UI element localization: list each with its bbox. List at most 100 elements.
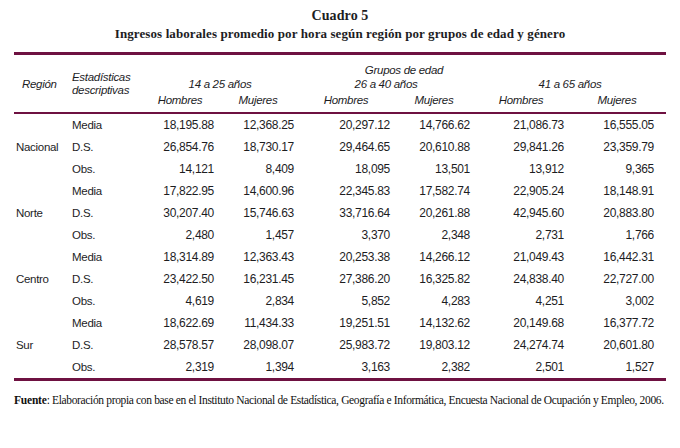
table-cell: 2,480 <box>142 224 218 246</box>
table-cell: 1,766 <box>568 224 666 246</box>
table-cell: 20,253.38 <box>298 246 394 268</box>
table-cell: 13,501 <box>394 158 474 180</box>
table-cell: 20,601.80 <box>568 334 666 356</box>
table-cell: 17,822.95 <box>142 180 218 202</box>
table-row: Sur Media 18,622.69 11,434.33 19,251.51 … <box>14 312 666 334</box>
stat-label: Obs. <box>70 224 142 246</box>
table-row: Centro Media 18,314.89 12,363.43 20,253.… <box>14 246 666 268</box>
table-cell: 14,766.62 <box>394 113 474 136</box>
table-cell: 19,803.12 <box>394 334 474 356</box>
table-header: Región Estadísticas descriptivas Grupos … <box>14 54 666 114</box>
table-row: D.S. 28,578.57 28,098.07 25,983.72 19,80… <box>14 334 666 356</box>
column-header-men-41-65: Hombres <box>474 91 568 113</box>
table-cell: 23,359.79 <box>568 136 666 158</box>
table-cell: 3,370 <box>298 224 394 246</box>
column-header-age-26-40: 26 a 40 años <box>298 77 474 91</box>
table-cell: 18,314.89 <box>142 246 218 268</box>
table-cell: 16,231.45 <box>218 268 298 290</box>
table-cell: 3,002 <box>568 290 666 312</box>
table-cell: 14,121 <box>142 158 218 180</box>
table-cell: 1,394 <box>218 356 298 380</box>
stat-label: D.S. <box>70 334 142 356</box>
table-row: D.S. 30,207.40 15,746.63 33,716.64 20,26… <box>14 202 666 224</box>
table-cell: 24,838.40 <box>474 268 568 290</box>
table-cell: 5,852 <box>298 290 394 312</box>
table-cell: 2,834 <box>218 290 298 312</box>
column-header-region: Región <box>14 54 70 114</box>
table-cell: 28,578.57 <box>142 334 218 356</box>
table-cell: 19,251.51 <box>298 312 394 334</box>
table-cell: 23,422.50 <box>142 268 218 290</box>
table-cell: 2,348 <box>394 224 474 246</box>
region-label: Sur <box>14 312 70 380</box>
page: Cuadro 5 Ingresos laborales promedio por… <box>0 0 680 448</box>
stat-label: Media <box>70 246 142 268</box>
table-row: D.S. 23,422.50 16,231.45 27,386.20 16,32… <box>14 268 666 290</box>
region-label: Norte <box>14 180 70 246</box>
column-header-men-26-40: Hombres <box>298 91 394 113</box>
table-row: Norte Media 17,822.95 14,600.96 22,345.8… <box>14 180 666 202</box>
column-header-age-group-span: Grupos de edad <box>142 54 666 78</box>
stat-label: Media <box>70 312 142 334</box>
table-cell: 29,464.65 <box>298 136 394 158</box>
stat-label: D.S. <box>70 202 142 224</box>
table-cell: 18,095 <box>298 158 394 180</box>
table-cell: 20,149.68 <box>474 312 568 334</box>
table-cell: 33,716.64 <box>298 202 394 224</box>
table-row: Obs. 2,480 1,457 3,370 2,348 2,731 1,766 <box>14 224 666 246</box>
table-cell: 20,610.88 <box>394 136 474 158</box>
table-cell: 1,457 <box>218 224 298 246</box>
table-cell: 14,600.96 <box>218 180 298 202</box>
table-cell: 29,841.26 <box>474 136 568 158</box>
table-cell: 2,382 <box>394 356 474 380</box>
table-cell: 27,386.20 <box>298 268 394 290</box>
table-cell: 2,731 <box>474 224 568 246</box>
stat-label: Media <box>70 180 142 202</box>
table-cell: 20,883.80 <box>568 202 666 224</box>
column-header-age-41-65: 41 a 65 años <box>474 77 666 91</box>
source-text: : Elaboración propia con base en el Inst… <box>47 394 664 406</box>
table-cell: 21,049.43 <box>474 246 568 268</box>
table-cell: 25,983.72 <box>298 334 394 356</box>
table-cell: 4,283 <box>394 290 474 312</box>
table-cell: 11,434.33 <box>218 312 298 334</box>
table-row: Nacional Media 18,195.88 12,368.25 20,29… <box>14 113 666 136</box>
column-header-women-41-65: Mujeres <box>568 91 666 113</box>
table-cell: 20,261.88 <box>394 202 474 224</box>
stat-label: Obs. <box>70 290 142 312</box>
table-cell: 17,582.74 <box>394 180 474 202</box>
stat-label: D.S. <box>70 268 142 290</box>
table-cell: 18,622.69 <box>142 312 218 334</box>
table-cell: 30,207.40 <box>142 202 218 224</box>
table-cell: 24,274.74 <box>474 334 568 356</box>
table-cell: 13,912 <box>474 158 568 180</box>
table-cell: 16,442.31 <box>568 246 666 268</box>
table-cell: 21,086.73 <box>474 113 568 136</box>
table-cell: 15,746.63 <box>218 202 298 224</box>
region-label: Centro <box>14 246 70 312</box>
table-cell: 28,098.07 <box>218 334 298 356</box>
table-row: Obs. 14,121 8,409 18,095 13,501 13,912 9… <box>14 158 666 180</box>
source-label: Fuente <box>14 394 47 406</box>
table-cell: 9,365 <box>568 158 666 180</box>
table-number: Cuadro 5 <box>0 8 680 24</box>
table-caption: Cuadro 5 Ingresos laborales promedio por… <box>0 8 680 42</box>
table-cell: 12,368.25 <box>218 113 298 136</box>
table-cell: 22,345.83 <box>298 180 394 202</box>
source-note: Fuente: Elaboración propia con base en e… <box>14 392 666 408</box>
table-row: Obs. 2,319 1,394 3,163 2,382 2,501 1,527 <box>14 356 666 380</box>
table-cell: 2,319 <box>142 356 218 380</box>
table-cell: 18,195.88 <box>142 113 218 136</box>
table-cell: 22,905.24 <box>474 180 568 202</box>
table-cell: 4,251 <box>474 290 568 312</box>
table-cell: 2,501 <box>474 356 568 380</box>
table-cell: 42,945.60 <box>474 202 568 224</box>
table-cell: 20,297.12 <box>298 113 394 136</box>
table-cell: 1,527 <box>568 356 666 380</box>
table-body: Nacional Media 18,195.88 12,368.25 20,29… <box>14 113 666 380</box>
table-cell: 14,132.62 <box>394 312 474 334</box>
data-table: Región Estadísticas descriptivas Grupos … <box>14 52 666 381</box>
table-cell: 18,730.17 <box>218 136 298 158</box>
column-header-men-14-25: Hombres <box>142 91 218 113</box>
column-header-women-14-25: Mujeres <box>218 91 298 113</box>
